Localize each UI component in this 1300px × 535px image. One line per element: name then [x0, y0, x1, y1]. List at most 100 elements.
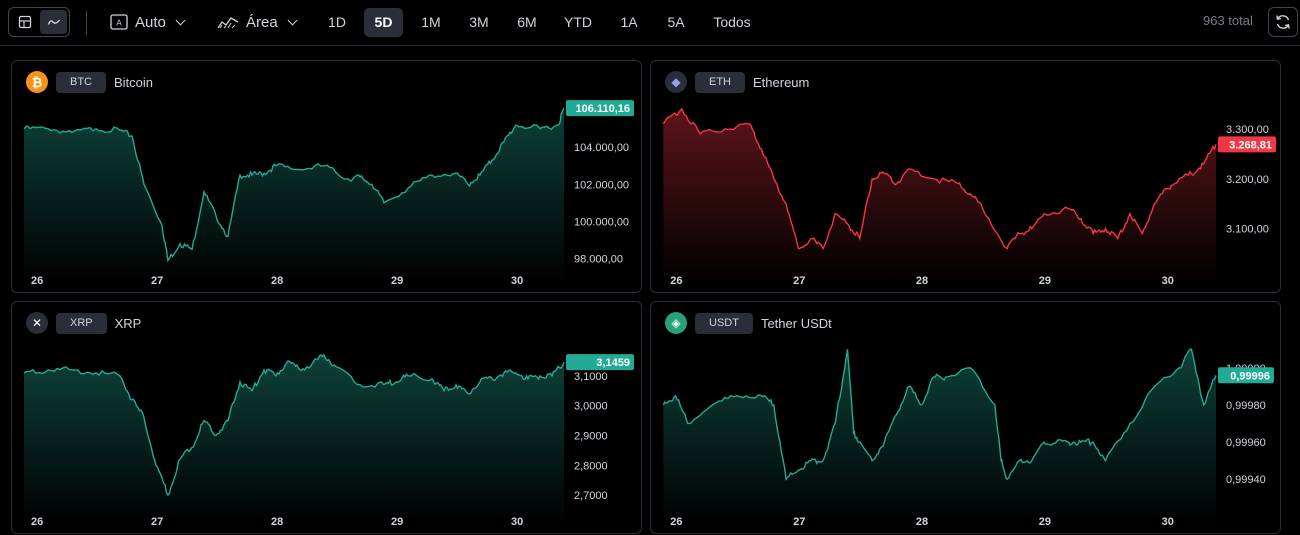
x-tick-label: 29	[391, 275, 403, 287]
range-all-button[interactable]: Todos	[713, 14, 751, 30]
toolbar: A Auto Área 1D 5D 1M 3M 6M YTD 1A 5A Tod…	[0, 0, 1300, 46]
ticker-badge: USDT	[695, 312, 753, 334]
price-chart[interactable]: 3.300,00 3.200,00 3.100,00 3.268,81 26 27 28 29…	[651, 61, 1281, 293]
y-tick-label: 100.000,00	[574, 216, 629, 228]
y-tick-label: 98.000,00	[574, 254, 623, 266]
ethereum-icon: ◆	[665, 71, 687, 93]
chart-card-usdt[interactable]: ◈ USDT Tether USDt 1,000000,999800,99960…	[650, 301, 1281, 534]
range-ytd-button[interactable]: YTD	[564, 14, 592, 30]
x-tick-label: 26	[670, 275, 682, 287]
x-tick-label: 30	[1162, 516, 1174, 528]
range-5a-button[interactable]: 5A	[667, 14, 685, 30]
last-price-label: 106.110,16	[576, 103, 630, 115]
y-tick-label: 3.300,00	[1226, 124, 1269, 136]
x-tick-label: 30	[511, 516, 523, 528]
y-tick-label: 3.200,00	[1226, 174, 1269, 186]
chart-card-btc[interactable]: ₿ BTC Bitcoin 104.000,00 102.000,00 100.00…	[11, 60, 642, 293]
range-1a-button[interactable]: 1A	[620, 14, 638, 30]
x-tick-label: 28	[916, 516, 928, 528]
refresh-icon	[1276, 15, 1290, 29]
range-1m-button[interactable]: 1M	[421, 14, 441, 30]
last-price-badge	[1218, 367, 1274, 384]
x-tick-label: 27	[793, 516, 805, 528]
x-tick-label: 28	[271, 516, 283, 528]
last-price-label: 0,99996	[1230, 370, 1270, 382]
y-tick-label: 2,7000	[574, 490, 608, 502]
card-header: ✕ XRP XRP	[26, 312, 141, 334]
chart-view-button[interactable]	[40, 10, 67, 34]
chevron-down-icon	[175, 15, 186, 25]
toolbar-divider	[86, 11, 87, 35]
range-3m-button[interactable]: 3M	[469, 14, 489, 30]
svg-text:A: A	[116, 19, 122, 28]
y-tick-label: 0,99960	[1226, 437, 1266, 449]
x-tick-label: 28	[271, 275, 283, 287]
price-area	[663, 349, 1216, 527]
x-tick-label: 30	[511, 275, 523, 287]
ticker-badge: BTC	[56, 71, 106, 93]
scale-dropdown-label: Auto	[135, 13, 166, 31]
view-toggle	[8, 7, 70, 37]
card-header: ◆ ETH Ethereum	[665, 71, 809, 93]
x-tick-label: 26	[670, 516, 682, 528]
price-area	[663, 109, 1216, 286]
total-count: 963 total	[1203, 13, 1253, 28]
y-tick-label: 0,99940	[1226, 474, 1266, 486]
y-tick-label: 2,9000	[574, 430, 608, 442]
price-line	[662, 348, 1217, 481]
ticker-badge: ETH	[695, 71, 745, 93]
refresh-button[interactable]	[1268, 7, 1298, 37]
card-header: ₿ BTC Bitcoin	[26, 71, 153, 93]
ticker-badge: XRP	[56, 312, 107, 334]
asset-name: Bitcoin	[114, 74, 154, 90]
asset-name: Tether USDt	[760, 315, 832, 331]
x-tick-label: 27	[151, 275, 163, 287]
x-tick-label: 26	[31, 275, 43, 287]
range-5d-button[interactable]: 5D	[364, 8, 403, 37]
chart-style-label: Área	[246, 13, 278, 31]
y-tick-label: 2,8000	[574, 460, 608, 472]
last-price-badge	[566, 354, 634, 371]
range-6m-button[interactable]: 6M	[517, 14, 537, 30]
x-tick-label: 27	[793, 275, 805, 287]
price-line	[23, 107, 565, 263]
x-tick-label: 29	[1039, 516, 1051, 528]
asset-name: Ethereum	[753, 74, 810, 90]
chart-card-eth[interactable]: ◆ ETH Ethereum 3.300,00 3.200,00 3.100,00 3…	[650, 60, 1281, 293]
y-tick-label: 3,0000	[574, 401, 608, 413]
x-tick-label: 29	[1039, 275, 1051, 287]
y-tick-label: 3,1000	[574, 371, 608, 383]
price-chart[interactable]: 3,1000 3,0000 2,9000 2,8000 2,7000 3,1459 26 27…	[12, 302, 642, 534]
area-chart-icon	[217, 17, 239, 29]
price-chart[interactable]: 104.000,00 102.000,00 100.000,00 98.000,00 1…	[12, 61, 642, 293]
table-icon	[18, 15, 31, 29]
auto-scale-icon: A	[110, 14, 128, 30]
price-line	[662, 107, 1217, 251]
price-area	[24, 354, 564, 527]
y-tick-label: 0,99980	[1226, 400, 1266, 412]
x-tick-label: 30	[1162, 275, 1174, 287]
price-chart[interactable]: 1,000000,999800,999600,999400,9999626272…	[651, 302, 1281, 534]
x-tick-label: 29	[391, 516, 403, 528]
chart-card-xrp[interactable]: ✕ XRP XRP 3,1000 3,0000 2,9000 2,8000 2,7000…	[11, 301, 642, 534]
price-area	[24, 108, 564, 286]
line-chart-icon	[47, 19, 60, 25]
chevron-down-icon	[287, 15, 298, 25]
range-1d-button[interactable]: 1D	[328, 14, 346, 30]
card-header: ◈ USDT Tether USDt	[665, 312, 832, 334]
y-tick-label: 3.100,00	[1226, 224, 1269, 236]
chart-style-dropdown[interactable]: Área	[217, 8, 298, 36]
price-line	[23, 353, 565, 497]
last-price-badge	[1218, 136, 1276, 153]
last-price-label: 3,1459	[596, 357, 630, 369]
y-tick-label: 104.000,00	[574, 142, 629, 154]
grid-view-button[interactable]	[11, 10, 38, 34]
x-tick-label: 27	[151, 516, 163, 528]
xrp-icon: ✕	[26, 312, 48, 334]
last-price-label: 3.268,81	[1229, 139, 1272, 151]
x-tick-label: 28	[916, 275, 928, 287]
scale-dropdown[interactable]: A Auto	[110, 8, 186, 36]
y-tick-label: 102.000,00	[574, 179, 629, 191]
last-price-badge	[566, 100, 634, 117]
tether-icon: ◈	[665, 312, 687, 334]
